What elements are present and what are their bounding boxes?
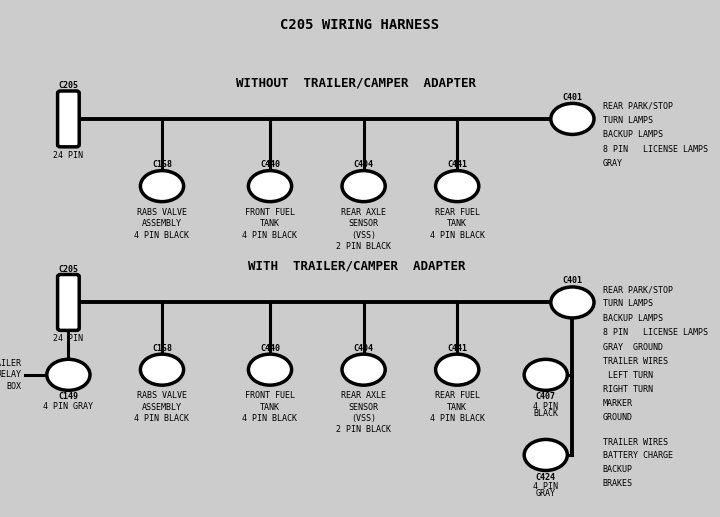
Text: 4 PIN BLACK: 4 PIN BLACK: [243, 414, 297, 423]
Text: 4 PIN: 4 PIN: [534, 482, 558, 491]
Text: TRAILER: TRAILER: [0, 359, 22, 368]
Text: BATTERY CHARGE: BATTERY CHARGE: [603, 451, 672, 461]
Circle shape: [436, 354, 479, 385]
Text: 24 PIN: 24 PIN: [53, 334, 84, 343]
Text: C205: C205: [58, 82, 78, 90]
Text: SENSOR: SENSOR: [348, 403, 379, 412]
Circle shape: [342, 354, 385, 385]
FancyBboxPatch shape: [58, 275, 79, 330]
Circle shape: [140, 171, 184, 202]
Text: 8 PIN   LICENSE LAMPS: 8 PIN LICENSE LAMPS: [603, 328, 708, 338]
Text: C404: C404: [354, 344, 374, 353]
Text: TURN LAMPS: TURN LAMPS: [603, 116, 652, 125]
Text: RELAY: RELAY: [0, 370, 22, 379]
Text: (VSS): (VSS): [351, 231, 376, 239]
Text: (VSS): (VSS): [351, 414, 376, 423]
Text: C404: C404: [354, 160, 374, 169]
Circle shape: [551, 287, 594, 318]
Text: RIGHT TURN: RIGHT TURN: [603, 385, 652, 394]
Text: 4 PIN BLACK: 4 PIN BLACK: [243, 231, 297, 239]
Text: C440: C440: [260, 344, 280, 353]
Text: REAR PARK/STOP: REAR PARK/STOP: [603, 101, 672, 111]
Text: REAR FUEL: REAR FUEL: [435, 208, 480, 217]
Text: GRAY  GROUND: GRAY GROUND: [603, 343, 662, 352]
Text: GROUND: GROUND: [603, 413, 633, 422]
Text: MARKER: MARKER: [603, 399, 633, 408]
Text: ASSEMBLY: ASSEMBLY: [142, 403, 182, 412]
Text: 4 PIN BLACK: 4 PIN BLACK: [430, 231, 485, 239]
Text: BLACK: BLACK: [534, 409, 558, 418]
Text: BOX: BOX: [6, 382, 22, 391]
Text: C149: C149: [58, 392, 78, 401]
Text: WITHOUT  TRAILER/CAMPER  ADAPTER: WITHOUT TRAILER/CAMPER ADAPTER: [236, 76, 477, 89]
Text: REAR FUEL: REAR FUEL: [435, 391, 480, 400]
Text: TANK: TANK: [447, 219, 467, 228]
Text: BACKUP LAMPS: BACKUP LAMPS: [603, 130, 662, 140]
Text: TANK: TANK: [260, 219, 280, 228]
Text: RABS VALVE: RABS VALVE: [137, 391, 187, 400]
Text: TANK: TANK: [447, 403, 467, 412]
Text: LEFT TURN: LEFT TURN: [603, 371, 652, 381]
Circle shape: [524, 359, 567, 390]
Text: GRAY: GRAY: [536, 489, 556, 498]
Text: C205 WIRING HARNESS: C205 WIRING HARNESS: [280, 18, 440, 32]
Text: C401: C401: [562, 93, 582, 102]
Circle shape: [140, 354, 184, 385]
Text: TRAILER WIRES: TRAILER WIRES: [603, 357, 667, 367]
Text: C401: C401: [562, 277, 582, 285]
Text: C158: C158: [152, 160, 172, 169]
Circle shape: [436, 171, 479, 202]
Text: C441: C441: [447, 160, 467, 169]
Text: REAR PARK/STOP: REAR PARK/STOP: [603, 285, 672, 294]
Text: TANK: TANK: [260, 403, 280, 412]
Text: WITH  TRAILER/CAMPER  ADAPTER: WITH TRAILER/CAMPER ADAPTER: [248, 260, 465, 273]
Text: BACKUP: BACKUP: [603, 465, 633, 475]
Text: 8 PIN   LICENSE LAMPS: 8 PIN LICENSE LAMPS: [603, 145, 708, 154]
Circle shape: [524, 439, 567, 470]
Circle shape: [248, 354, 292, 385]
Text: 24 PIN: 24 PIN: [53, 151, 84, 160]
Text: GRAY: GRAY: [603, 159, 623, 169]
Text: 4 PIN BLACK: 4 PIN BLACK: [135, 231, 189, 239]
Text: FRONT FUEL: FRONT FUEL: [245, 391, 295, 400]
Text: 4 PIN BLACK: 4 PIN BLACK: [135, 414, 189, 423]
Text: C441: C441: [447, 344, 467, 353]
Text: ASSEMBLY: ASSEMBLY: [142, 219, 182, 228]
Text: 2 PIN BLACK: 2 PIN BLACK: [336, 425, 391, 434]
Text: FRONT FUEL: FRONT FUEL: [245, 208, 295, 217]
Text: 2 PIN BLACK: 2 PIN BLACK: [336, 242, 391, 251]
Text: REAR AXLE: REAR AXLE: [341, 208, 386, 217]
Text: C424: C424: [536, 473, 556, 481]
Circle shape: [551, 103, 594, 134]
Text: RABS VALVE: RABS VALVE: [137, 208, 187, 217]
Text: C205: C205: [58, 265, 78, 274]
Text: BACKUP LAMPS: BACKUP LAMPS: [603, 314, 662, 323]
Text: 4 PIN: 4 PIN: [534, 402, 558, 410]
FancyBboxPatch shape: [58, 91, 79, 147]
Text: C158: C158: [152, 344, 172, 353]
Text: BRAKES: BRAKES: [603, 479, 633, 489]
Text: C440: C440: [260, 160, 280, 169]
Text: REAR AXLE: REAR AXLE: [341, 391, 386, 400]
Text: TURN LAMPS: TURN LAMPS: [603, 299, 652, 309]
Text: 4 PIN GRAY: 4 PIN GRAY: [43, 402, 94, 410]
Text: TRAILER WIRES: TRAILER WIRES: [603, 437, 667, 447]
Circle shape: [248, 171, 292, 202]
Text: 4 PIN BLACK: 4 PIN BLACK: [430, 414, 485, 423]
Text: SENSOR: SENSOR: [348, 219, 379, 228]
Circle shape: [342, 171, 385, 202]
Circle shape: [47, 359, 90, 390]
Text: C407: C407: [536, 392, 556, 401]
